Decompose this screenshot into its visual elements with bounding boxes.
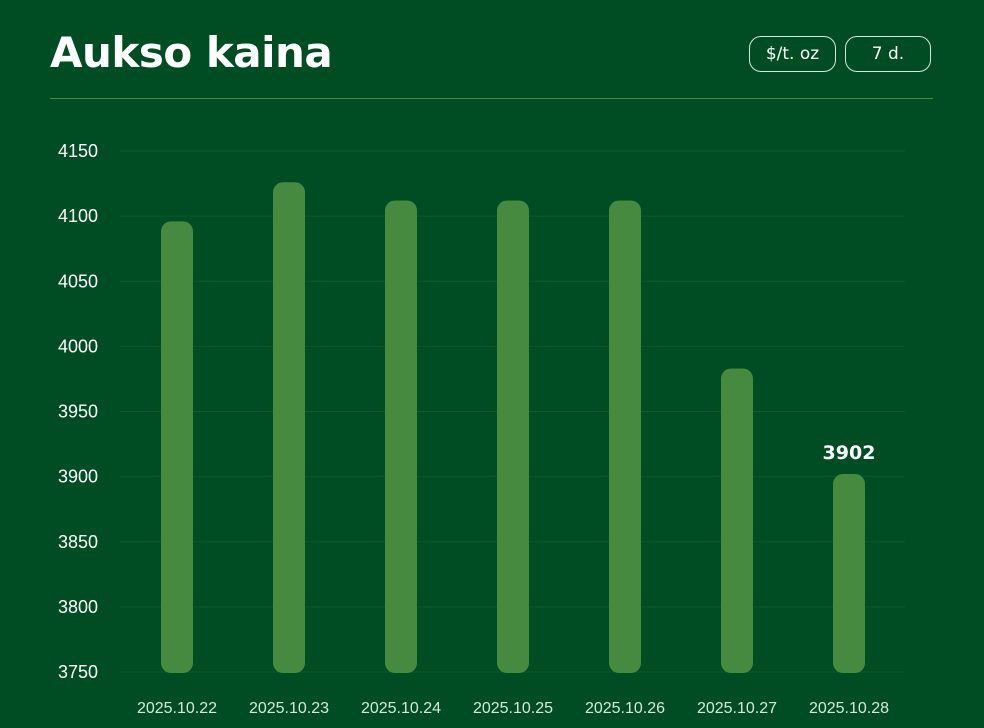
y-tick-label: 4050	[58, 271, 98, 291]
y-tick-label: 4100	[58, 206, 98, 226]
x-tick-label: 2025.10.27	[697, 700, 777, 717]
y-tick-label: 3750	[58, 662, 98, 682]
bar	[161, 221, 193, 673]
bar	[833, 474, 865, 673]
page-title: Aukso kaina	[50, 28, 333, 77]
x-tick-label: 2025.10.24	[361, 700, 441, 717]
bar	[273, 182, 305, 673]
x-tick-label: 2025.10.22	[137, 700, 217, 717]
bar	[609, 200, 641, 673]
bar	[385, 200, 417, 673]
y-tick-label: 3900	[58, 467, 98, 487]
x-tick-label: 2025.10.25	[473, 700, 553, 717]
y-tick-label: 3850	[58, 532, 98, 552]
unit-toggle-button[interactable]: $/t. oz	[749, 36, 836, 72]
bar	[497, 200, 529, 673]
data-label: 3902	[823, 442, 876, 464]
x-tick-label: 2025.10.26	[585, 700, 665, 717]
period-select-button[interactable]: 7 d.	[845, 36, 931, 72]
y-tick-label: 4000	[58, 336, 98, 356]
y-tick-label: 4150	[58, 141, 98, 161]
y-tick-label: 3950	[58, 402, 98, 422]
y-tick-label: 3800	[58, 597, 98, 617]
header-divider	[50, 98, 933, 99]
x-tick-label: 2025.10.23	[249, 700, 329, 717]
bar	[721, 368, 753, 673]
x-tick-label: 2025.10.28	[809, 700, 889, 717]
